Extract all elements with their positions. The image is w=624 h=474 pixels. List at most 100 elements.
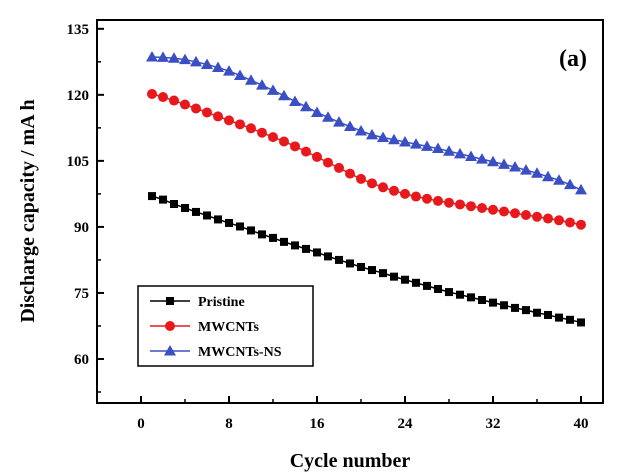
data-point — [499, 206, 509, 217]
data-point — [246, 123, 256, 134]
data-point — [157, 51, 169, 62]
data-point — [280, 237, 288, 246]
plot-area-border — [96, 19, 604, 404]
panel-label: (a) — [559, 46, 587, 72]
data-point — [388, 133, 400, 145]
data-point — [214, 215, 222, 224]
series-line — [151, 195, 582, 324]
data-point — [357, 262, 365, 271]
data-point — [531, 167, 543, 178]
data-point — [236, 222, 244, 231]
data-point — [268, 132, 278, 143]
data-point — [334, 162, 344, 173]
series-mwcnts — [147, 88, 586, 230]
data-point — [256, 79, 268, 90]
series-pristine — [148, 192, 585, 327]
data-point — [179, 53, 191, 65]
data-point — [390, 272, 398, 281]
legend-label: Pristine — [198, 295, 245, 310]
data-point — [454, 147, 466, 159]
data-point — [289, 95, 301, 106]
data-point — [324, 252, 332, 261]
data-point — [533, 308, 541, 317]
data-point — [159, 195, 167, 204]
x-tick-label: 24 — [398, 416, 414, 432]
data-point — [235, 119, 245, 130]
data-point — [191, 103, 201, 114]
data-point — [322, 111, 334, 122]
legend-marker — [165, 321, 175, 331]
data-point — [489, 298, 497, 307]
data-point — [333, 116, 345, 127]
data-point — [543, 213, 553, 224]
data-point — [445, 288, 453, 297]
data-point — [379, 269, 387, 278]
data-point — [312, 151, 322, 162]
data-point — [302, 244, 310, 253]
data-point — [323, 157, 333, 168]
data-point — [564, 178, 576, 190]
data-point — [487, 155, 499, 167]
data-point — [542, 170, 554, 182]
data-point — [575, 183, 587, 195]
data-point — [311, 106, 323, 117]
data-point — [401, 275, 409, 284]
data-point — [201, 58, 213, 69]
data-point — [576, 219, 586, 230]
data-point — [223, 65, 235, 76]
x-tick-label: 16 — [310, 416, 326, 432]
legend-marker — [166, 297, 174, 305]
data-point — [181, 203, 189, 212]
data-point — [509, 161, 521, 172]
data-point — [444, 197, 454, 208]
data-point — [412, 278, 420, 287]
data-point — [245, 74, 257, 85]
data-point — [170, 200, 178, 209]
data-point — [168, 52, 180, 63]
y-tick-label: 105 — [67, 154, 90, 170]
x-tick-label: 0 — [137, 416, 145, 432]
data-point — [500, 301, 508, 310]
data-point — [554, 215, 564, 226]
data-point — [290, 141, 300, 152]
data-point — [399, 135, 411, 147]
y-tick-label: 90 — [74, 220, 89, 236]
legend-label: MWCNTs-NS — [198, 345, 282, 360]
data-point — [279, 136, 289, 147]
data-point — [247, 226, 255, 235]
x-tick-label: 8 — [225, 416, 233, 432]
data-point — [389, 185, 399, 196]
data-point — [300, 100, 312, 112]
data-point — [465, 150, 477, 161]
data-point — [520, 164, 532, 175]
data-point — [225, 218, 233, 227]
data-point — [477, 202, 487, 213]
data-point — [433, 195, 443, 206]
data-point — [400, 188, 410, 199]
data-point — [498, 158, 510, 169]
data-point — [146, 50, 158, 62]
axis-ticks: 0 8 16 24 32 40 60 75 90 105 120 135 — [67, 22, 589, 432]
data-point — [345, 168, 355, 179]
data-point — [421, 140, 433, 151]
data-point — [346, 259, 354, 268]
series-layer — [146, 50, 587, 327]
legend-marker — [164, 345, 176, 356]
data-point — [555, 313, 563, 322]
series-mwcnts-ns — [146, 50, 587, 195]
data-point — [212, 61, 224, 73]
data-point — [355, 124, 367, 136]
data-point — [278, 89, 290, 101]
series-line — [151, 56, 582, 191]
data-point — [377, 131, 389, 143]
data-point — [291, 241, 299, 250]
data-point — [158, 92, 168, 103]
data-point — [148, 192, 156, 201]
data-point — [366, 128, 378, 140]
data-point — [466, 201, 476, 212]
data-point — [455, 199, 465, 210]
data-point — [423, 281, 431, 290]
y-tick-label: 135 — [67, 22, 90, 38]
data-point — [566, 315, 574, 324]
data-point — [180, 99, 190, 110]
